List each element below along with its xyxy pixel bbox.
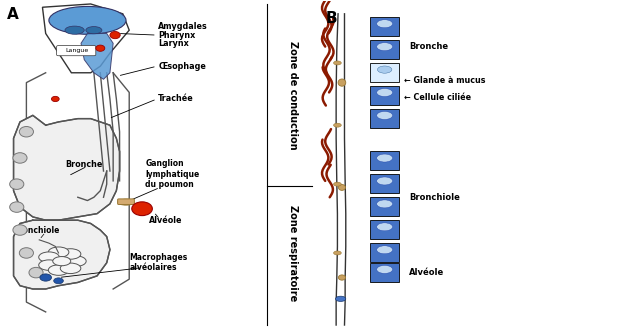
FancyBboxPatch shape	[370, 151, 399, 170]
Text: B: B	[325, 11, 337, 26]
FancyBboxPatch shape	[370, 86, 399, 105]
FancyBboxPatch shape	[370, 109, 399, 128]
Circle shape	[48, 247, 69, 258]
Ellipse shape	[53, 278, 63, 284]
FancyBboxPatch shape	[57, 46, 96, 56]
FancyBboxPatch shape	[370, 263, 399, 282]
FancyBboxPatch shape	[370, 243, 399, 262]
Circle shape	[39, 252, 59, 263]
Ellipse shape	[338, 275, 345, 280]
Text: Alvéole: Alvéole	[409, 268, 444, 277]
Ellipse shape	[110, 32, 120, 39]
Ellipse shape	[132, 202, 153, 215]
Text: A: A	[7, 7, 19, 22]
Text: ← Cellule ciliée: ← Cellule ciliée	[404, 93, 471, 102]
FancyBboxPatch shape	[370, 17, 399, 36]
Ellipse shape	[86, 27, 102, 34]
Circle shape	[53, 257, 71, 266]
Circle shape	[66, 256, 86, 266]
Ellipse shape	[40, 274, 52, 281]
Text: Zone de conduction: Zone de conduction	[288, 41, 298, 150]
Text: Zone respiratoire: Zone respiratoire	[288, 205, 298, 301]
Text: Larynx: Larynx	[158, 39, 189, 48]
Ellipse shape	[96, 45, 105, 51]
Circle shape	[334, 251, 341, 255]
Ellipse shape	[377, 154, 393, 162]
Ellipse shape	[377, 43, 393, 51]
Ellipse shape	[49, 7, 126, 34]
Ellipse shape	[338, 185, 345, 190]
Ellipse shape	[10, 202, 24, 212]
Text: Bronche: Bronche	[65, 160, 102, 169]
Ellipse shape	[19, 126, 33, 137]
Ellipse shape	[377, 200, 393, 208]
FancyBboxPatch shape	[370, 197, 399, 216]
Circle shape	[334, 182, 341, 186]
Ellipse shape	[62, 48, 88, 55]
Ellipse shape	[377, 246, 393, 254]
Text: Macrophages
alvéolaires: Macrophages alvéolaires	[129, 253, 187, 272]
Ellipse shape	[377, 20, 393, 28]
Ellipse shape	[118, 199, 134, 205]
Ellipse shape	[338, 79, 346, 86]
Text: Amygdales: Amygdales	[158, 22, 208, 31]
Text: Pharynx: Pharynx	[158, 31, 195, 39]
Circle shape	[336, 296, 346, 301]
Text: ← Glande à mucus: ← Glande à mucus	[404, 76, 486, 86]
FancyBboxPatch shape	[118, 199, 135, 204]
Circle shape	[39, 260, 59, 270]
FancyBboxPatch shape	[370, 174, 399, 193]
Ellipse shape	[13, 153, 27, 163]
Text: Bronche: Bronche	[409, 42, 448, 51]
Text: Trachée: Trachée	[158, 94, 194, 104]
FancyBboxPatch shape	[370, 63, 399, 82]
Ellipse shape	[29, 267, 43, 278]
Text: Ganglion
lymphatique
du poumon: Ganglion lymphatique du poumon	[146, 160, 200, 189]
Ellipse shape	[19, 248, 33, 258]
Ellipse shape	[377, 223, 393, 231]
Text: Bronchiole: Bronchiole	[14, 225, 60, 235]
Polygon shape	[14, 220, 110, 289]
Text: Bronchiole: Bronchiole	[409, 193, 460, 202]
Ellipse shape	[65, 26, 84, 34]
Text: Langue: Langue	[65, 48, 88, 53]
Text: Œsophage: Œsophage	[158, 62, 206, 71]
FancyBboxPatch shape	[370, 220, 399, 239]
Ellipse shape	[377, 112, 393, 119]
Ellipse shape	[377, 177, 393, 185]
Ellipse shape	[52, 96, 59, 102]
Circle shape	[48, 265, 69, 275]
Ellipse shape	[377, 66, 392, 73]
Circle shape	[61, 263, 81, 273]
Circle shape	[334, 123, 341, 127]
Ellipse shape	[10, 179, 24, 190]
Text: Alvéole: Alvéole	[149, 216, 182, 225]
FancyBboxPatch shape	[370, 40, 399, 59]
Ellipse shape	[377, 89, 393, 96]
Polygon shape	[81, 34, 113, 79]
Circle shape	[334, 61, 341, 65]
Circle shape	[61, 249, 81, 259]
Polygon shape	[14, 115, 120, 220]
Ellipse shape	[377, 266, 393, 273]
Ellipse shape	[13, 225, 27, 235]
